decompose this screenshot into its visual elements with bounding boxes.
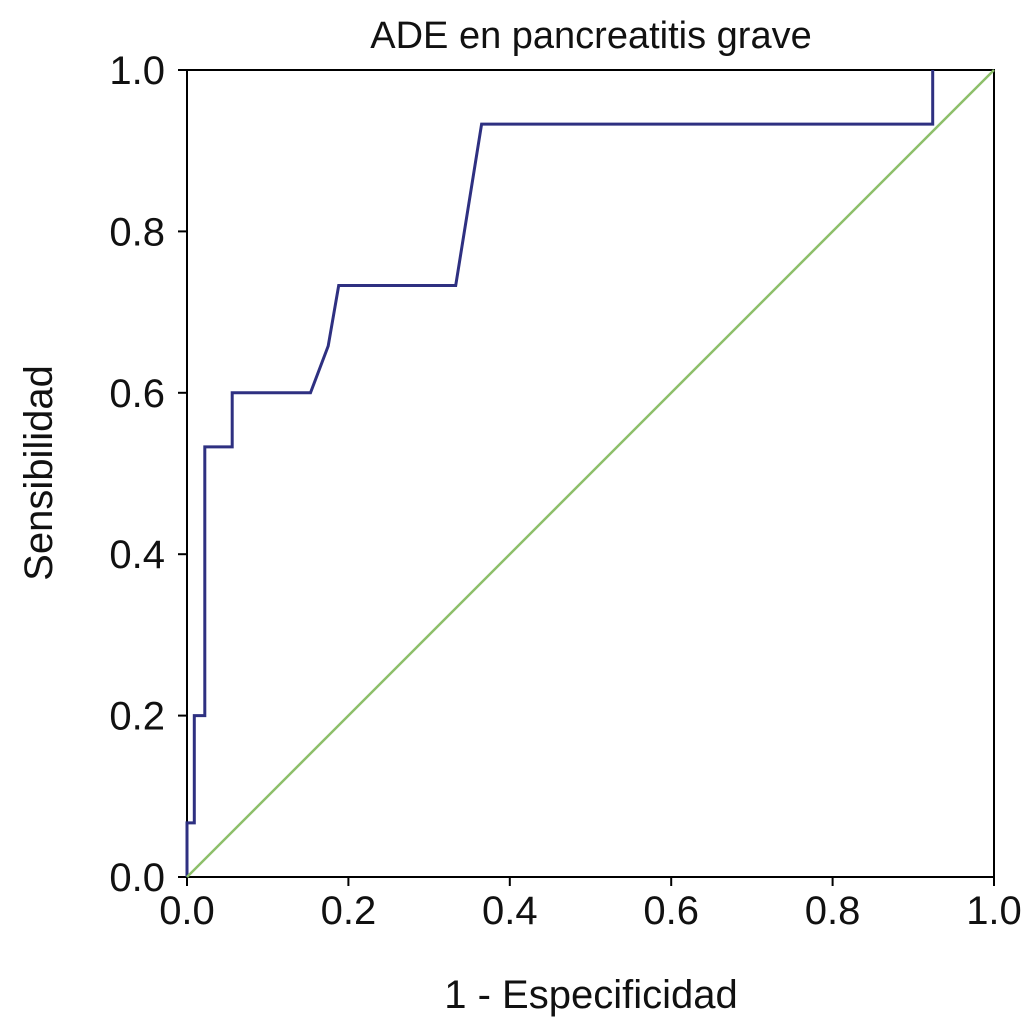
- plot-area: 0.0 0.2 0.4 0.6 0.8 1.0 0.0 0.2 0.4 0.6 0.8 1.0: [109, 49, 1021, 933]
- chart-title: ADE en pancreatitis grave: [370, 15, 811, 57]
- x-tick-label: 0.4: [482, 889, 538, 933]
- x-axis-title: 1 - Especificidad: [444, 973, 737, 1017]
- y-tick-label: 0.8: [109, 210, 165, 254]
- x-tick-label: 0.2: [321, 889, 377, 933]
- x-tick-label: 0.0: [159, 889, 215, 933]
- y-axis-title: Sensibilidad: [17, 365, 61, 581]
- roc-curve-line: [185, 70, 935, 877]
- plot-frame: [186, 69, 995, 878]
- x-tick-label: 0.8: [805, 889, 861, 933]
- x-tick-label: 0.6: [643, 889, 699, 933]
- x-tick-label: 1.0: [966, 889, 1022, 933]
- reference-diagonal-line: [186, 69, 995, 878]
- y-tick-label: 0.6: [109, 372, 165, 416]
- y-tick-label: 0.0: [109, 856, 165, 900]
- y-tick-label: 0.2: [109, 695, 165, 739]
- y-tick-label: 1.0: [109, 49, 165, 93]
- y-tick-label: 0.4: [109, 533, 165, 577]
